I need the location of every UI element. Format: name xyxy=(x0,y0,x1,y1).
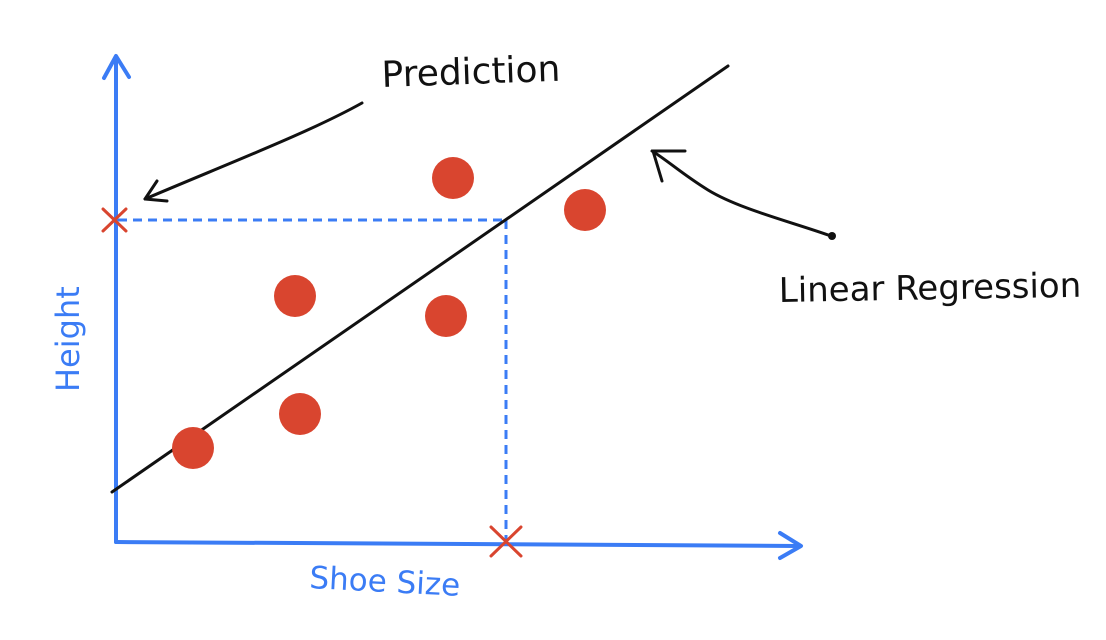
x-axis xyxy=(114,540,800,548)
data-point xyxy=(274,275,316,317)
regression-label: Linear Regression xyxy=(778,266,1081,311)
prediction-label: Prediction xyxy=(381,49,561,96)
data-point xyxy=(432,157,474,199)
axes xyxy=(102,54,803,560)
x-axis-arrowhead xyxy=(778,531,803,560)
arrow-icon xyxy=(143,179,169,203)
data-point xyxy=(425,295,467,337)
arrow-icon xyxy=(143,101,364,201)
regression-line xyxy=(110,64,730,494)
y-axis-label: Height xyxy=(49,286,87,392)
cross-markers xyxy=(101,207,523,558)
arrow-tail-dot xyxy=(828,232,836,240)
cross-icon xyxy=(101,207,128,233)
y-axis-arrowhead xyxy=(102,54,131,80)
data-point xyxy=(172,427,214,469)
annotation-arrows xyxy=(143,101,836,240)
prediction-guides xyxy=(118,218,508,540)
data-points xyxy=(172,157,606,469)
arrow-icon xyxy=(650,149,833,238)
cross-icon xyxy=(489,525,523,558)
data-point xyxy=(279,393,321,435)
arrow-icon xyxy=(651,149,687,183)
data-point xyxy=(564,189,606,231)
x-axis-label: Shoe Size xyxy=(309,560,462,604)
